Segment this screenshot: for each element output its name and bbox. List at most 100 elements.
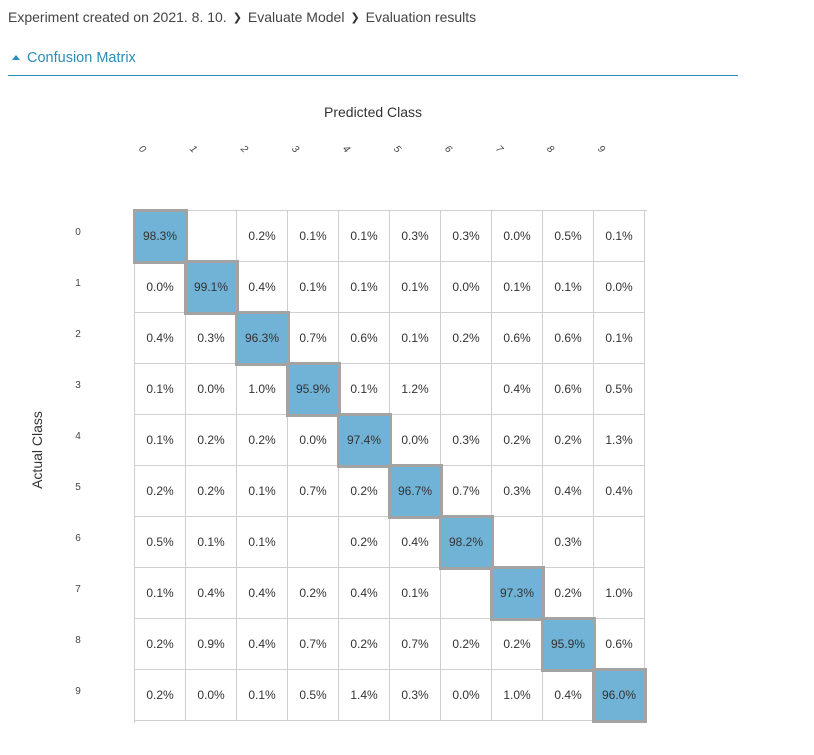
matrix-cell: 0.4% <box>237 568 288 619</box>
matrix-cell: 0.1% <box>390 262 441 313</box>
matrix-cell: 0.7% <box>288 619 339 670</box>
matrix-cell: 0.3% <box>390 670 441 721</box>
matrix-cell: 0.2% <box>339 466 390 517</box>
predicted-class-label: 5 <box>391 143 403 156</box>
matrix-cell: 0.2% <box>135 466 186 517</box>
breadcrumb: Experiment created on 2021. 8. 10. ❯ Evalu… <box>8 9 476 25</box>
matrix-cell: 0.9% <box>186 619 237 670</box>
matrix-cell: 0.3% <box>390 211 441 262</box>
matrix-cell: 0.6% <box>492 313 543 364</box>
matrix-cell: 0.2% <box>186 415 237 466</box>
actual-class-label: 1 <box>75 278 81 289</box>
matrix-cell: 0.4% <box>390 517 441 568</box>
matrix-cell: 0.2% <box>492 415 543 466</box>
matrix-cell: 0.1% <box>237 466 288 517</box>
matrix-cell: 0.3% <box>186 313 237 364</box>
matrix-cell: 1.0% <box>237 364 288 415</box>
matrix-cell: 0.1% <box>594 211 645 262</box>
matrix-cell-diagonal: 95.9% <box>286 362 341 417</box>
matrix-cell-diagonal: 95.9% <box>541 617 596 672</box>
actual-class-label: 7 <box>75 584 81 595</box>
actual-class-label: 2 <box>75 329 81 340</box>
predicted-class-label: 0 <box>136 143 148 156</box>
matrix-cell: 0.1% <box>390 568 441 619</box>
section-title: Confusion Matrix <box>27 50 136 66</box>
matrix-cell: 0.1% <box>390 313 441 364</box>
matrix-cell: 0.6% <box>339 313 390 364</box>
matrix-cell: 0.2% <box>441 313 492 364</box>
matrix-cell: 0.1% <box>492 262 543 313</box>
matrix-cell <box>441 568 492 619</box>
matrix-cell: 0.2% <box>135 619 186 670</box>
matrix-cell: 0.2% <box>441 619 492 670</box>
matrix-cell: 0.0% <box>288 415 339 466</box>
matrix-cell-diagonal: 98.3% <box>133 209 188 264</box>
predicted-class-label: 2 <box>238 143 250 156</box>
matrix-cell: 0.2% <box>288 568 339 619</box>
collapse-triangle-icon <box>12 54 20 60</box>
matrix-cell: 0.2% <box>339 619 390 670</box>
predicted-class-label: 3 <box>289 143 301 156</box>
matrix-cell: 0.4% <box>594 466 645 517</box>
matrix-cell: 0.1% <box>237 670 288 721</box>
matrix-cell: 0.1% <box>339 364 390 415</box>
matrix-cell: 0.4% <box>237 619 288 670</box>
matrix-cell: 0.5% <box>594 364 645 415</box>
matrix-cell: 0.7% <box>390 619 441 670</box>
matrix-cell: 0.1% <box>594 313 645 364</box>
matrix-cell: 0.2% <box>135 670 186 721</box>
matrix-cell: 0.2% <box>186 466 237 517</box>
matrix-cell: 0.4% <box>186 568 237 619</box>
matrix-cell: 0.5% <box>288 670 339 721</box>
matrix-cell: 0.7% <box>288 313 339 364</box>
matrix-cell <box>441 364 492 415</box>
matrix-cell-diagonal: 96.7% <box>388 464 443 519</box>
matrix-cell: 0.3% <box>543 517 594 568</box>
actual-class-label: 8 <box>75 635 81 646</box>
matrix-cell: 0.1% <box>288 262 339 313</box>
matrix-cell: 0.0% <box>492 211 543 262</box>
matrix-cell: 0.6% <box>543 313 594 364</box>
matrix-cell: 0.1% <box>237 517 288 568</box>
matrix-cell: 0.0% <box>186 364 237 415</box>
matrix-cell-diagonal: 96.0% <box>592 668 647 723</box>
matrix-cell: 1.0% <box>594 568 645 619</box>
actual-class-label: 5 <box>75 482 81 493</box>
matrix-cell: 0.3% <box>441 415 492 466</box>
matrix-cell: 0.3% <box>492 466 543 517</box>
matrix-cell: 0.1% <box>135 415 186 466</box>
breadcrumb-evaluate-model[interactable]: Evaluate Model <box>247 9 345 25</box>
predicted-class-label: 7 <box>493 143 505 156</box>
predicted-class-axis-title: Predicted Class <box>324 104 423 120</box>
breadcrumb-separator-icon: ❯ <box>232 12 242 24</box>
matrix-cell: 0.2% <box>339 517 390 568</box>
confusion-matrix-section-toggle[interactable]: Confusion Matrix <box>8 50 738 76</box>
matrix-cell: 0.2% <box>492 619 543 670</box>
matrix-cell: 0.0% <box>186 670 237 721</box>
actual-class-axis-title: Actual Class <box>29 411 45 489</box>
matrix-cell: 0.2% <box>237 211 288 262</box>
matrix-cell: 0.2% <box>543 568 594 619</box>
matrix-cell-diagonal: 98.2% <box>439 515 494 570</box>
confusion-matrix-grid: 98.3% 0.2% 0.1% 0.1% 0.3% 0.3% 0.0% 0.5% 0.1% 0.0… <box>133 209 647 723</box>
matrix-cell-diagonal: 96.3% <box>235 311 290 366</box>
predicted-class-label: 1 <box>187 143 199 156</box>
predicted-class-label: 6 <box>442 143 454 156</box>
matrix-cell: 0.6% <box>543 364 594 415</box>
matrix-cell: 0.1% <box>288 211 339 262</box>
matrix-cell-diagonal: 99.1% <box>184 260 239 315</box>
breadcrumb-evaluation-results: Evaluation results <box>365 9 477 25</box>
matrix-cell <box>492 517 543 568</box>
matrix-cell: 0.4% <box>543 466 594 517</box>
breadcrumb-experiment[interactable]: Experiment created on 2021. 8. 10. <box>8 9 227 25</box>
matrix-cell: 0.1% <box>339 262 390 313</box>
matrix-cell: 0.4% <box>135 313 186 364</box>
breadcrumb-separator-icon: ❯ <box>350 12 360 24</box>
matrix-cell: 0.4% <box>237 262 288 313</box>
matrix-cell: 0.5% <box>543 211 594 262</box>
matrix-cell <box>186 211 237 262</box>
matrix-cell: 1.4% <box>339 670 390 721</box>
predicted-class-label: 8 <box>544 143 556 156</box>
predicted-class-label: 4 <box>340 143 352 156</box>
matrix-cell: 0.4% <box>339 568 390 619</box>
